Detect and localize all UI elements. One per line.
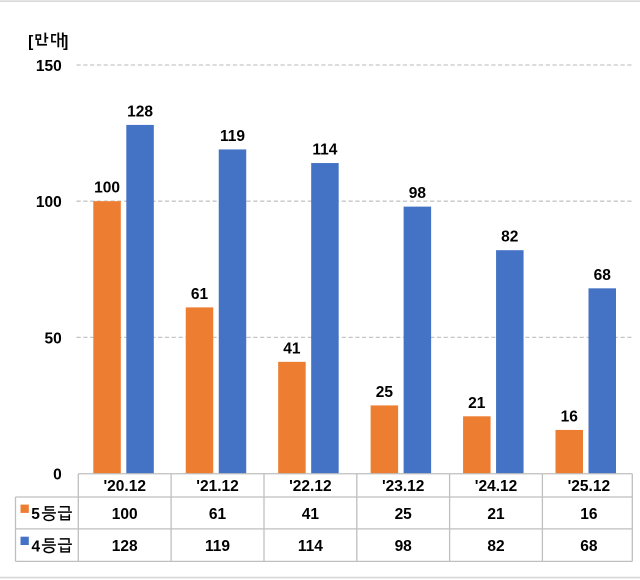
svg-text:68: 68 [580, 538, 598, 555]
svg-text:50: 50 [45, 330, 62, 347]
svg-text:25: 25 [376, 384, 394, 401]
svg-text:21: 21 [468, 395, 486, 412]
svg-text:4: 4 [31, 539, 40, 556]
svg-text:25: 25 [395, 506, 413, 523]
svg-text:41: 41 [302, 506, 320, 523]
svg-text:16: 16 [580, 506, 598, 523]
svg-text:119: 119 [205, 538, 230, 555]
svg-text:98: 98 [395, 538, 413, 555]
svg-text:128: 128 [127, 103, 153, 120]
svg-text:'24.12: '24.12 [475, 478, 517, 495]
svg-text:100: 100 [112, 506, 138, 523]
svg-text:'20.12: '20.12 [103, 478, 145, 495]
svg-text:128: 128 [112, 538, 138, 555]
svg-text:21: 21 [487, 506, 505, 523]
svg-text:'25.12: '25.12 [568, 478, 610, 495]
svg-text:]: ] [63, 34, 68, 51]
svg-text:98: 98 [409, 185, 427, 202]
svg-text:114: 114 [312, 142, 337, 159]
svg-text:16: 16 [561, 408, 579, 425]
svg-text:[: [ [28, 34, 33, 51]
svg-text:119: 119 [220, 128, 245, 145]
svg-text:68: 68 [594, 267, 612, 284]
svg-text:'22.12: '22.12 [289, 478, 331, 495]
svg-text:82: 82 [501, 229, 518, 246]
svg-text:61: 61 [209, 506, 227, 523]
svg-text:'23.12: '23.12 [382, 478, 424, 495]
svg-text:82: 82 [487, 538, 504, 555]
svg-text:0: 0 [53, 467, 62, 484]
svg-text:'21.12: '21.12 [196, 478, 238, 495]
svg-text:100: 100 [36, 194, 62, 211]
svg-text:100: 100 [94, 180, 120, 197]
svg-text:150: 150 [36, 58, 62, 75]
svg-text:114: 114 [298, 538, 323, 555]
svg-text:61: 61 [191, 286, 209, 303]
svg-text:41: 41 [283, 340, 301, 357]
svg-text:5: 5 [31, 506, 40, 523]
